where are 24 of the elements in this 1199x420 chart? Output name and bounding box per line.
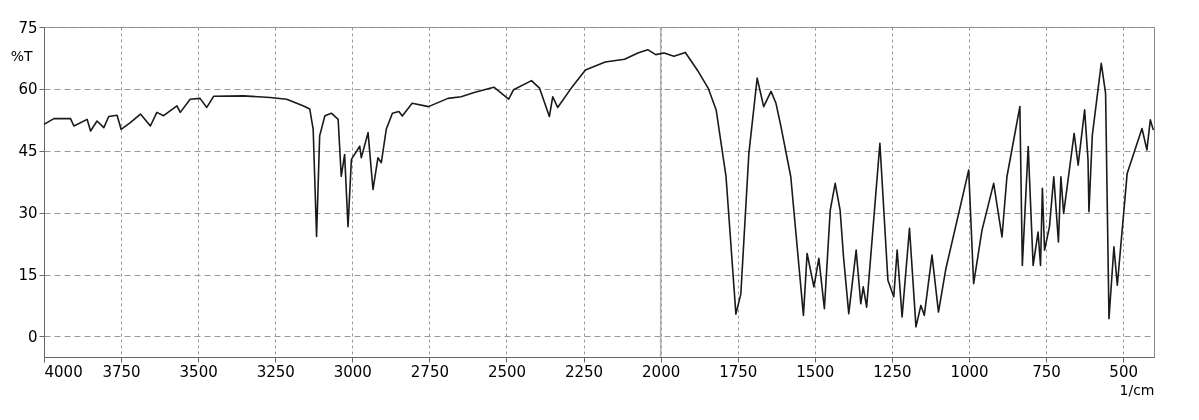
- x-tick-label: 4000: [44, 362, 83, 381]
- x-tick-label: 3000: [333, 362, 372, 381]
- x-tick-label: 1500: [796, 362, 835, 381]
- x-tick-label: 2250: [564, 362, 604, 381]
- x-tick-label: 1250: [873, 362, 912, 381]
- x-tick-label: 2500: [487, 362, 527, 381]
- line-series: [43, 48, 1155, 328]
- y-tick-label: 45: [18, 142, 38, 161]
- x-tick-label: 3750: [102, 362, 141, 381]
- x-tick-label: 1750: [719, 362, 758, 381]
- x-tick-label: 2000: [642, 362, 681, 381]
- x-tick-label: 2750: [410, 362, 450, 381]
- y-tick-label: 0: [27, 327, 38, 346]
- x-tick-label: 3500: [179, 362, 218, 381]
- y-axis-title: %T: [10, 47, 33, 64]
- x-tick-label: 1000: [950, 362, 989, 381]
- y-tick-label: 30: [18, 204, 38, 223]
- x-tick-label: 750: [1032, 362, 1061, 381]
- y-tick-label: 75: [18, 18, 38, 37]
- x-tick-label: 3250: [256, 362, 295, 381]
- x-axis-title: 1/cm: [1119, 381, 1155, 398]
- y-tick-label: 60: [18, 80, 38, 99]
- y-tick-label: 15: [18, 266, 38, 284]
- x-tick-label: 500: [1109, 362, 1138, 381]
